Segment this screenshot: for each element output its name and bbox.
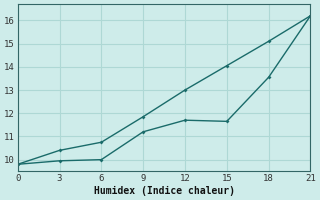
X-axis label: Humidex (Indice chaleur): Humidex (Indice chaleur) [93,186,235,196]
